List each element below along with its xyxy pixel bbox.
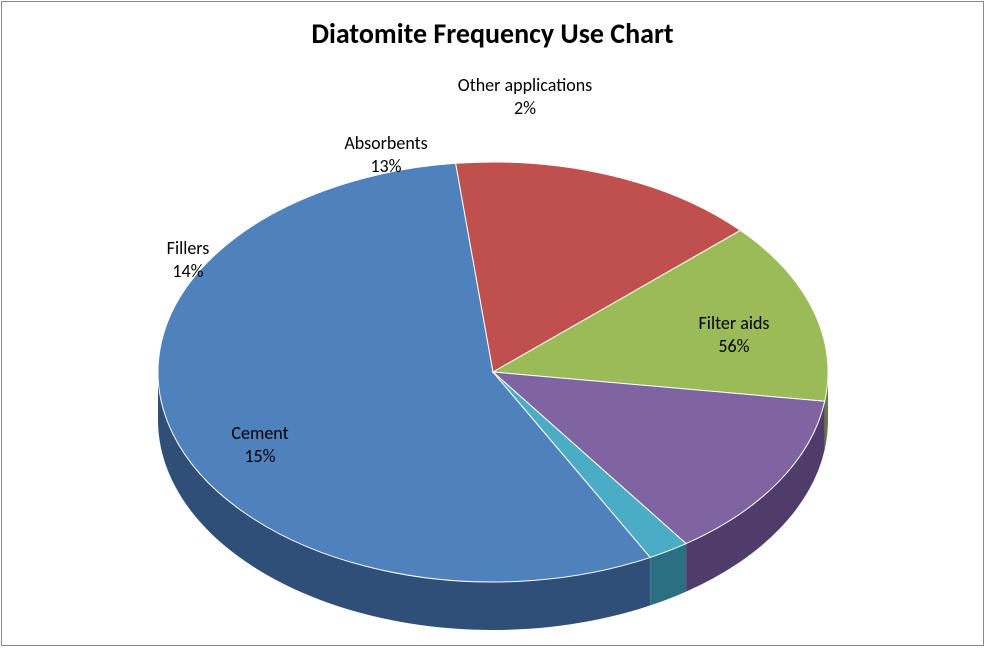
slice-label: Absorbents13%	[344, 132, 427, 177]
slice-label: Other applications2%	[458, 74, 592, 119]
slice-label-percent: 13%	[344, 155, 427, 178]
chart-container: Diatomite Frequency Use Chart Filter aid…	[1, 1, 984, 646]
slice-label-name: Absorbents	[344, 132, 427, 155]
slice-label-name: Other applications	[458, 74, 592, 97]
slice-label: Cement15%	[231, 422, 288, 467]
slice-label-name: Filter aids	[699, 312, 770, 335]
slice-label-percent: 2%	[458, 97, 592, 120]
slice-label: Fillers14%	[167, 237, 210, 282]
slice-label: Filter aids56%	[699, 312, 770, 357]
slice-label-percent: 56%	[699, 335, 770, 358]
slice-label-name: Fillers	[167, 237, 210, 260]
slice-label-percent: 14%	[167, 260, 210, 283]
slice-label-name: Cement	[231, 422, 288, 445]
slice-label-percent: 15%	[231, 445, 288, 468]
